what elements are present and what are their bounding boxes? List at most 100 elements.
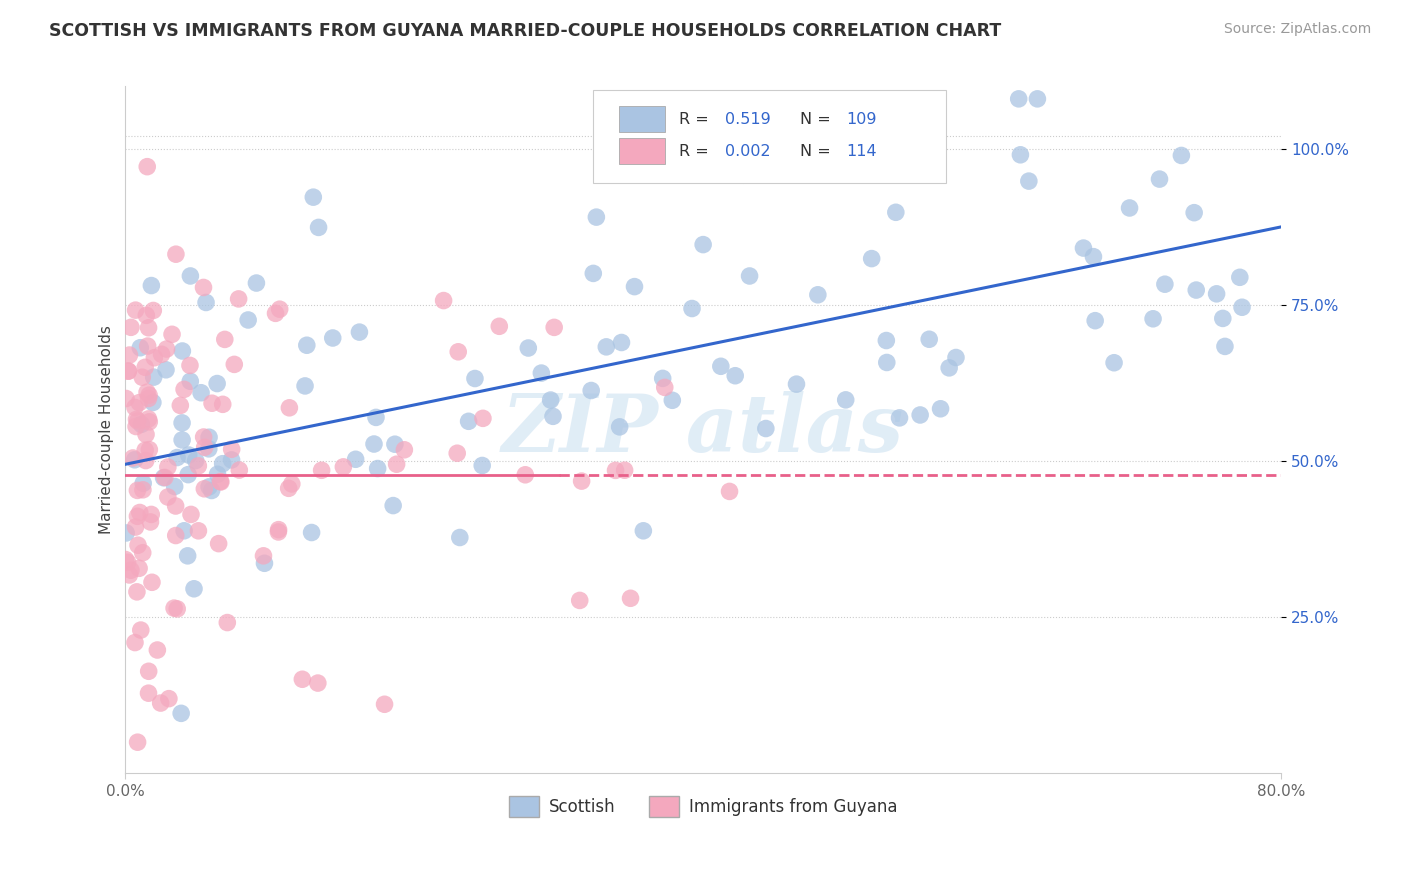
Point xyxy=(322,331,344,345)
Point xyxy=(180,508,202,522)
Point xyxy=(141,278,163,293)
Point xyxy=(177,448,200,462)
Point xyxy=(135,453,157,467)
Point xyxy=(1212,311,1234,326)
Point xyxy=(118,568,141,582)
Text: Source: ZipAtlas.com: Source: ZipAtlas.com xyxy=(1223,22,1371,37)
Point xyxy=(131,370,153,384)
Point xyxy=(228,463,250,477)
Point xyxy=(165,528,187,542)
Point xyxy=(138,686,160,700)
Point xyxy=(1213,339,1236,353)
Point xyxy=(138,388,160,402)
Point xyxy=(138,392,160,406)
Point xyxy=(269,302,291,317)
Point xyxy=(141,508,163,522)
Point xyxy=(163,601,186,615)
Point xyxy=(138,665,160,679)
Point xyxy=(128,506,150,520)
Point xyxy=(515,467,537,482)
Point xyxy=(127,483,149,498)
Legend: Scottish, Immigrants from Guyana: Scottish, Immigrants from Guyana xyxy=(502,789,904,823)
Point xyxy=(1170,148,1192,162)
Point xyxy=(363,437,385,451)
Point xyxy=(568,593,591,607)
Point xyxy=(156,490,179,504)
Point xyxy=(135,308,157,322)
Point xyxy=(1083,250,1105,264)
Point xyxy=(128,395,150,409)
Point xyxy=(1008,92,1031,106)
Point xyxy=(471,411,494,425)
Point xyxy=(124,452,146,467)
Point xyxy=(211,397,233,411)
Point xyxy=(1182,205,1205,219)
Point xyxy=(114,552,136,566)
Point xyxy=(582,267,605,281)
Point xyxy=(384,437,406,451)
Point xyxy=(193,482,215,496)
Point xyxy=(121,450,143,465)
Point xyxy=(471,458,494,473)
FancyBboxPatch shape xyxy=(593,90,946,183)
Point xyxy=(193,430,215,444)
FancyBboxPatch shape xyxy=(619,105,665,132)
Point xyxy=(115,525,138,540)
Point xyxy=(132,476,155,491)
Point xyxy=(517,341,540,355)
Point xyxy=(117,364,139,378)
Point xyxy=(124,520,146,534)
Point xyxy=(651,371,673,385)
Y-axis label: Married-couple Households: Married-couple Households xyxy=(100,326,114,534)
Point xyxy=(755,421,778,435)
Point xyxy=(724,368,747,383)
Point xyxy=(876,355,898,369)
Point xyxy=(127,538,149,552)
Point xyxy=(138,412,160,426)
Point xyxy=(117,555,139,569)
Point xyxy=(195,295,218,310)
Point xyxy=(1102,356,1125,370)
Point xyxy=(610,335,633,350)
Point xyxy=(228,292,250,306)
Point xyxy=(738,268,761,283)
Point xyxy=(136,339,159,353)
Point xyxy=(295,338,318,352)
Point xyxy=(172,416,194,430)
Point xyxy=(170,706,193,721)
Point xyxy=(938,360,960,375)
Point xyxy=(541,409,564,424)
Point xyxy=(134,443,156,458)
Point xyxy=(633,524,655,538)
Point xyxy=(217,615,239,630)
Point xyxy=(146,643,169,657)
Point xyxy=(118,348,141,362)
Point xyxy=(160,327,183,342)
Point xyxy=(142,370,165,384)
Point xyxy=(1142,311,1164,326)
Point xyxy=(221,442,243,457)
Point xyxy=(278,401,301,415)
Point xyxy=(166,450,188,465)
Point xyxy=(201,396,224,410)
Point xyxy=(253,556,276,570)
FancyBboxPatch shape xyxy=(619,138,665,164)
Point xyxy=(654,380,676,394)
Point xyxy=(142,395,165,409)
Point xyxy=(449,531,471,545)
Point xyxy=(613,463,636,477)
Point xyxy=(127,735,149,749)
Point xyxy=(124,303,146,318)
Point xyxy=(1185,283,1208,297)
Point xyxy=(136,385,159,400)
Point xyxy=(187,524,209,538)
Point xyxy=(718,484,741,499)
Point xyxy=(136,160,159,174)
Text: SCOTTISH VS IMMIGRANTS FROM GUYANA MARRIED-COUPLE HOUSEHOLDS CORRELATION CHART: SCOTTISH VS IMMIGRANTS FROM GUYANA MARRI… xyxy=(49,22,1001,40)
Point xyxy=(294,379,316,393)
Point xyxy=(785,377,807,392)
Point xyxy=(332,459,354,474)
Point xyxy=(129,623,152,637)
Point xyxy=(267,524,290,539)
Point xyxy=(308,220,330,235)
